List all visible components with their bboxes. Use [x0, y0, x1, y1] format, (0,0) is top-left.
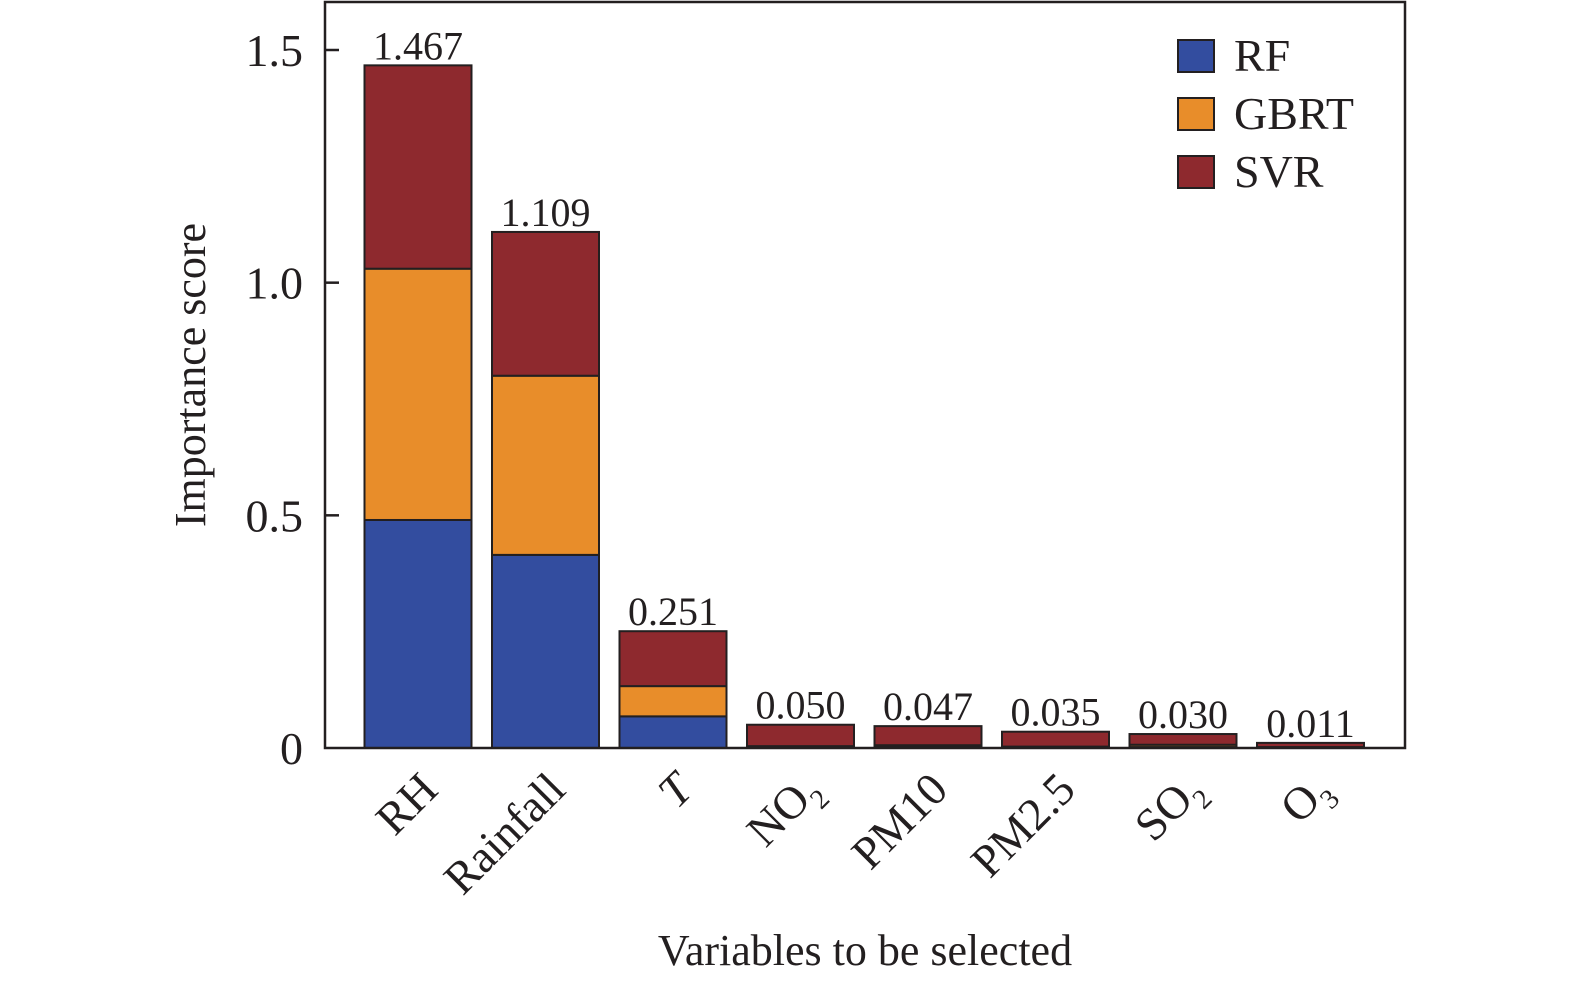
y-tick-label: 0.5 — [246, 490, 304, 541]
bar-rf-rainfall — [491, 553, 600, 749]
bar-svr-t — [618, 630, 728, 688]
x-tick-label-o3: O3 — [1270, 763, 1346, 839]
legend-swatch-gbrt — [1177, 97, 1215, 131]
y-tick-label: 0 — [280, 723, 303, 774]
x-tick-label-rainfall: Rainfall — [434, 763, 575, 904]
total-labels-group: 1.467 1.109 0.251 0.050 0.047 0.035 0.030 0.011 — [373, 23, 1355, 746]
legend-swatch-rf — [1177, 39, 1215, 73]
legend-label-rf: RF — [1234, 30, 1290, 81]
total-label-rh: 1.467 — [373, 23, 463, 68]
x-tick-label-rh: RH — [366, 763, 447, 844]
total-label-o3: 0.011 — [1266, 701, 1355, 746]
x-tick-label-pm10: PM10 — [841, 763, 957, 879]
x-tick-label-no2: NO2 — [737, 763, 836, 862]
total-label-so2: 0.030 — [1138, 692, 1228, 737]
bar-rf-rh — [363, 518, 473, 750]
plot-frame — [323, 0, 1407, 750]
y-tick-label: 1.5 — [246, 25, 304, 76]
y-axis-title: Importance score — [166, 223, 215, 527]
bar-gbrt-rainfall — [491, 374, 600, 556]
total-label-no2: 0.050 — [756, 683, 846, 728]
bar-svr-rainfall — [491, 230, 600, 377]
bar-rf-t — [618, 715, 728, 750]
bar-svr-so2 — [1128, 733, 1238, 746]
legend-label-gbrt: GBRT — [1234, 88, 1354, 139]
x-tick-label-pm2.5: PM2.5 — [961, 763, 1085, 887]
x-axis-title: Variables to be selected — [658, 926, 1072, 975]
legend: RF GBRT SVR — [1177, 30, 1354, 197]
x-tick-label-t: T — [648, 761, 705, 818]
bar-gbrt-t — [618, 685, 728, 718]
total-label-pm2.5: 0.035 — [1011, 690, 1101, 735]
bar-gbrt-rh — [363, 267, 473, 521]
total-label-rainfall: 1.109 — [501, 190, 591, 235]
total-label-pm10: 0.047 — [883, 684, 973, 729]
y-axis: 0 0.5 1.0 1.5 — [246, 25, 339, 774]
x-tick-label-so2: SO2 — [1125, 763, 1219, 857]
bars-group — [363, 64, 1365, 750]
legend-swatch-svr — [1177, 155, 1215, 189]
legend-label-svr: SVR — [1234, 146, 1324, 197]
bar-svr-no2 — [746, 723, 855, 748]
total-label-t: 0.251 — [628, 589, 718, 634]
bar-svr-pm10 — [873, 725, 983, 747]
bar-svr-pm2.5 — [1001, 730, 1110, 748]
bar-svr-rh — [363, 64, 473, 270]
y-tick-label: 1.0 — [246, 258, 304, 309]
